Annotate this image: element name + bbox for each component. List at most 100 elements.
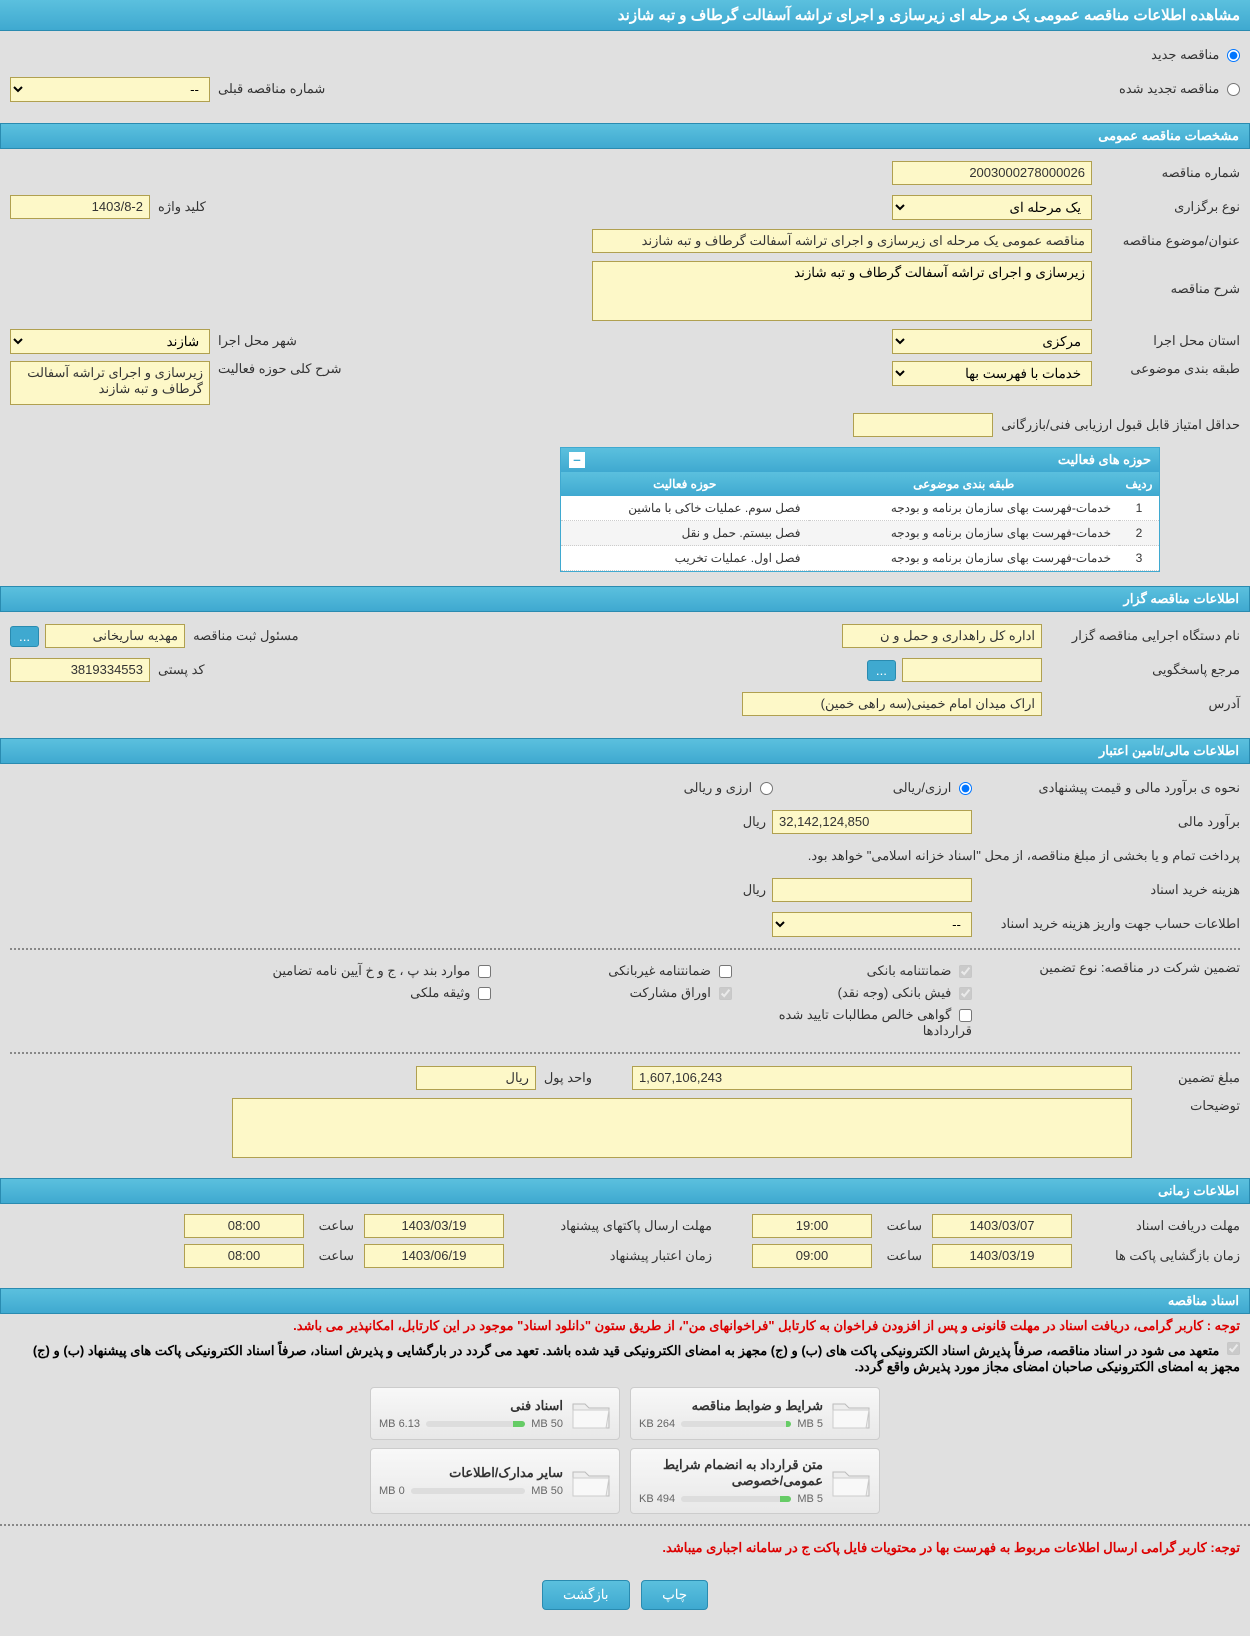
- contact-more-button[interactable]: ...: [867, 660, 896, 681]
- activity-table-container: حوزه های فعالیت – ردیف طبقه بندی موضوعی …: [560, 447, 1160, 572]
- chk-bonds[interactable]: اوراق مشارکت: [491, 982, 732, 1004]
- estimate-label: برآورد مالی: [980, 814, 1240, 830]
- chk-appendix[interactable]: موارد بند پ ، ج و خ آیین نامه تضامین: [251, 960, 492, 982]
- postal-label: کد پستی: [158, 662, 205, 678]
- prev-number-select[interactable]: --: [10, 77, 210, 102]
- submit-deadline-date: 1403/03/19: [364, 1214, 504, 1238]
- doc-used: 0 MB: [379, 1485, 405, 1497]
- keyword-label: کلید واژه: [158, 199, 206, 215]
- number-field: 2003000278000026: [892, 161, 1092, 185]
- submit-deadline-time: 08:00: [184, 1214, 304, 1238]
- title-field: مناقصه عمومی یک مرحله ای زیرسازی و اجرای…: [592, 229, 1092, 253]
- receive-deadline-time: 19:00: [752, 1214, 872, 1238]
- chk-bank-guarantee[interactable]: ضمانتنامه بانکی: [732, 960, 973, 982]
- contact-field: [902, 658, 1042, 682]
- opening-time: 09:00: [752, 1244, 872, 1268]
- docs-footer-notice: توجه: کاربر گرامی ارسال اطلاعات مربوط به…: [0, 1536, 1250, 1560]
- city-label: شهر محل اجرا: [218, 333, 297, 349]
- radio-renewed-tender[interactable]: مناقصه تجدید شده: [1119, 81, 1240, 96]
- money-unit-label: واحد پول: [544, 1070, 592, 1086]
- docs-notice-2: متعهد می شود در اسناد مناقصه، صرفاً پذیر…: [0, 1338, 1250, 1379]
- exec-field: اداره کل راهداری و حمل و ن: [842, 624, 1042, 648]
- minimize-icon[interactable]: –: [569, 452, 585, 468]
- account-label: اطلاعات حساب جهت واریز هزینه خرید اسناد: [980, 916, 1240, 932]
- postal-field: 3819334553: [10, 658, 150, 682]
- scope-desc-field: زیرسازی و اجرای تراشه آسفالت گرطاف و تبه…: [10, 361, 210, 405]
- contact-label: مرجع پاسخگویی: [1050, 662, 1240, 678]
- account-select[interactable]: --: [772, 912, 972, 937]
- page-title: مشاهده اطلاعات مناقصه عمومی یک مرحله ای …: [0, 0, 1250, 31]
- doc-used: 494 KB: [639, 1493, 675, 1505]
- more-button[interactable]: ...: [10, 626, 39, 647]
- chk-nonbank-guarantee[interactable]: ضمانتنامه غیربانکی: [491, 960, 732, 982]
- min-score-label: حداقل امتیاز قابل قبول ارزیابی فنی/بازرگ…: [1001, 417, 1240, 433]
- col-category: طبقه بندی موضوعی: [809, 472, 1120, 496]
- chk-property[interactable]: وثیقه ملکی: [251, 982, 492, 1004]
- doc-title: شرایط و ضوابط مناقصه: [639, 1398, 823, 1414]
- radio-currency[interactable]: ارزی و ریالی: [684, 780, 773, 796]
- table-row: 1خدمات-فهرست بهای سازمان برنامه و بودجهف…: [561, 496, 1159, 521]
- financial-section-header: اطلاعات مالی/تامین اعتبار: [0, 738, 1250, 764]
- province-select[interactable]: مرکزی: [892, 329, 1092, 354]
- submit-deadline-label: مهلت ارسال پاکتهای پیشنهاد: [512, 1218, 712, 1234]
- receive-deadline-date: 1403/03/07: [932, 1214, 1072, 1238]
- desc-textarea[interactable]: زیرسازی و اجرای تراشه آسفالت گرطاف و تبه…: [592, 261, 1092, 321]
- time-label-4: ساعت: [304, 1248, 354, 1264]
- radio-new-tender[interactable]: مناقصه جدید: [1151, 47, 1240, 62]
- doc-total: 50 MB: [531, 1418, 563, 1430]
- doc-title: اسناد فنی: [379, 1398, 563, 1414]
- method-label: نحوه ی برآورد مالی و قیمت پیشنهادی: [980, 780, 1240, 796]
- reg-officer-field: مهدیه ساریخانی: [45, 624, 185, 648]
- docs-notice-1: توجه : کاربر گرامی، دریافت اسناد در مهلت…: [0, 1314, 1250, 1338]
- category-select[interactable]: خدمات با فهرست بها: [892, 361, 1092, 386]
- organizer-section-header: اطلاعات مناقصه گزار: [0, 586, 1250, 612]
- desc-label: شرح مناقصه: [1100, 261, 1240, 297]
- opening-label: زمان بازگشایی پاکت ها: [1080, 1248, 1240, 1264]
- address-label: آدرس: [1050, 696, 1240, 712]
- chk-bank-receipt[interactable]: فیش بانکی (وجه نقد): [732, 982, 973, 1004]
- city-select[interactable]: شازند: [10, 329, 210, 354]
- time-label-3: ساعت: [872, 1248, 922, 1264]
- unit-rial-2: ریال: [743, 882, 766, 898]
- province-label: استان محل اجرا: [1100, 333, 1240, 349]
- money-unit-field: ریال: [416, 1066, 536, 1090]
- exec-label: نام دستگاه اجرایی مناقصه گزار: [1050, 628, 1240, 644]
- doc-card[interactable]: شرایط و ضوابط مناقصه5 MB264 KB: [630, 1387, 880, 1440]
- print-button[interactable]: چاپ: [641, 1580, 708, 1610]
- col-row: ردیف: [1119, 472, 1159, 496]
- title-label: عنوان/موضوع مناقصه: [1100, 233, 1240, 249]
- guarantee-amount-field: 1,607,106,243: [632, 1066, 1132, 1090]
- doc-cost-field: [772, 878, 972, 902]
- min-score-field: [853, 413, 993, 437]
- address-field: اراک میدان امام خمینی(سه راهی خمین): [742, 692, 1042, 716]
- timing-section-header: اطلاعات زمانی: [0, 1178, 1250, 1204]
- activity-table: ردیف طبقه بندی موضوعی حوزه فعالیت 1خدمات…: [561, 472, 1159, 571]
- receive-deadline-label: مهلت دریافت اسناد: [1080, 1218, 1240, 1234]
- scope-desc-label: شرح کلی حوزه فعالیت: [218, 361, 342, 377]
- doc-card[interactable]: اسناد فنی 50 MB 6.13 MB: [370, 1387, 620, 1440]
- doc-cost-label: هزینه خرید اسناد: [980, 882, 1240, 898]
- time-label-2: ساعت: [304, 1218, 354, 1234]
- validity-date: 1403/06/19: [364, 1244, 504, 1268]
- doc-total: 50 MB: [531, 1485, 563, 1497]
- docs-section-header: اسناد مناقصه: [0, 1288, 1250, 1314]
- radio-rial[interactable]: ارزی/ریالی: [893, 780, 972, 796]
- table-row: 2خدمات-فهرست بهای سازمان برنامه و بودجهف…: [561, 521, 1159, 546]
- chk-contract-claims[interactable]: گواهی خالص مطالبات تایید شده قراردادها: [732, 1004, 973, 1042]
- doc-card[interactable]: متن قرارداد به انضمام شرایط عمومی/خصوصی5…: [630, 1448, 880, 1514]
- category-label: طبقه بندی موضوعی: [1100, 361, 1240, 377]
- estimate-field: 32,142,124,850: [772, 810, 972, 834]
- holding-type-select[interactable]: یک مرحله ای: [892, 195, 1092, 220]
- doc-used: 6.13 MB: [379, 1418, 420, 1430]
- guarantee-title: تضمین شرکت در مناقصه: نوع تضمین: [980, 960, 1240, 976]
- activity-table-title: حوزه های فعالیت: [1058, 452, 1151, 468]
- validity-label: زمان اعتبار پیشنهاد: [512, 1248, 712, 1264]
- col-scope: حوزه فعالیت: [561, 472, 809, 496]
- doc-card[interactable]: سایر مدارک/اطلاعات 50 MB 0 MB: [370, 1448, 620, 1514]
- back-button[interactable]: بازگشت: [542, 1580, 630, 1610]
- prev-number-label: شماره مناقصه قبلی: [218, 81, 325, 97]
- doc-title: سایر مدارک/اطلاعات: [379, 1465, 563, 1481]
- notes-textarea[interactable]: [232, 1098, 1132, 1158]
- notes-label: توضیحات: [1140, 1098, 1240, 1114]
- treasury-note: پرداخت تمام و یا بخشی از مبلغ مناقصه، از…: [808, 848, 1240, 864]
